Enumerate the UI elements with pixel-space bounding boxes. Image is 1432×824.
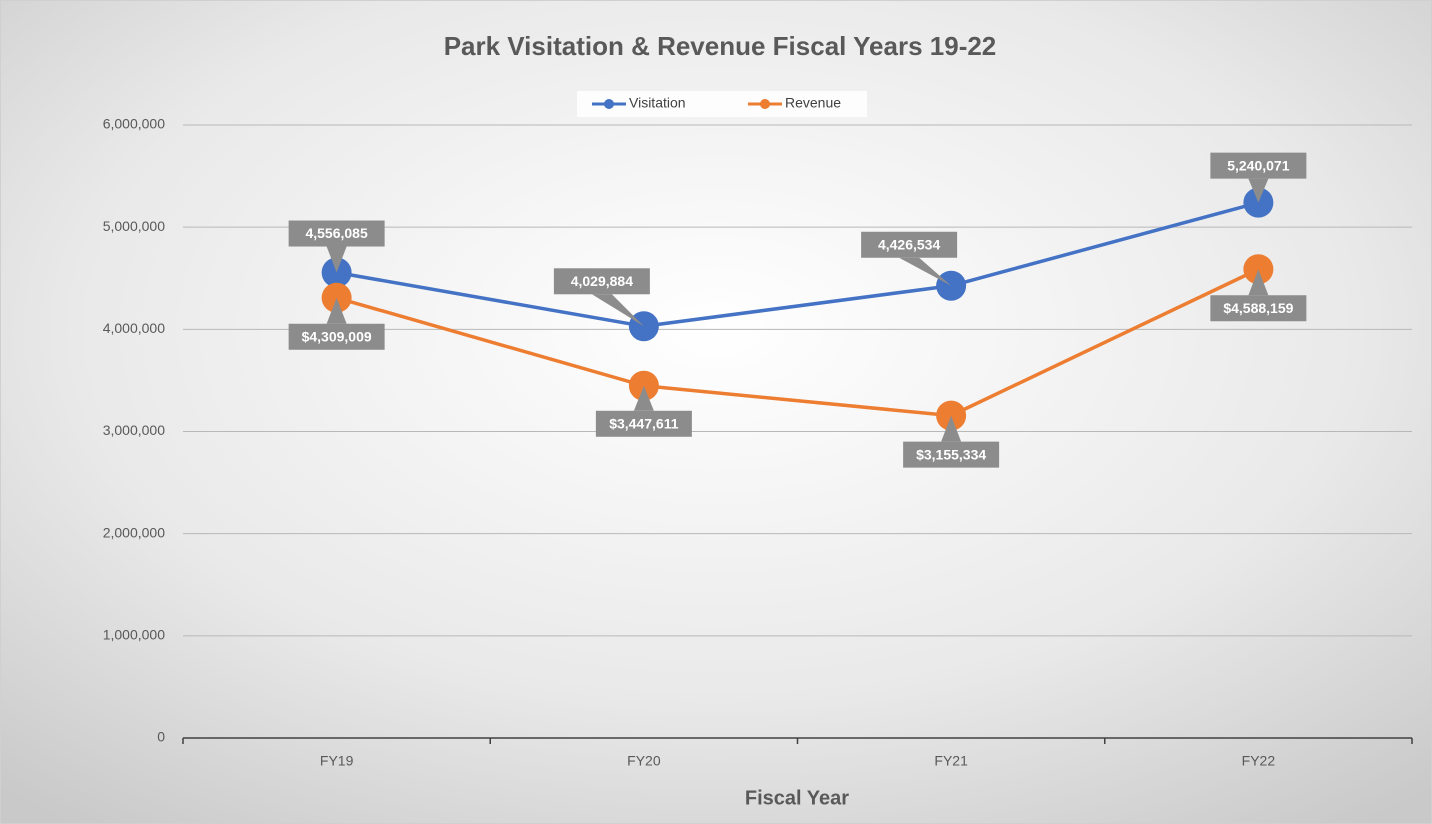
y-tick-label: 0 (157, 729, 165, 745)
label-pointer (633, 385, 654, 411)
label-box (553, 268, 650, 295)
x-tick-label: FY20 (627, 753, 661, 769)
label-pointer (899, 257, 952, 286)
y-tick-label: 6,000,000 (103, 116, 165, 132)
legend-label: Visitation (629, 95, 686, 111)
label-box (288, 220, 385, 247)
y-tick-label: 1,000,000 (103, 627, 165, 643)
x-tick-label: FY19 (320, 753, 354, 769)
data-label: $3,447,611 (609, 415, 679, 431)
chart-title: Park Visitation & Revenue Fiscal Years 1… (444, 31, 997, 61)
label-box (903, 441, 1000, 468)
data-label: 4,426,534 (878, 236, 940, 252)
y-tick-label: 2,000,000 (103, 524, 165, 540)
data-label: $4,309,009 (302, 328, 372, 344)
label-pointer (591, 294, 644, 327)
series-line (336, 200, 1259, 329)
y-tick-label: 3,000,000 (103, 422, 165, 438)
legend-marker (604, 99, 614, 109)
label-pointer (1248, 269, 1269, 296)
label-pointer (1248, 178, 1269, 203)
data-label: 4,029,884 (571, 273, 633, 289)
label-pointer (326, 246, 347, 273)
label-box (861, 231, 958, 258)
data-label: $4,588,159 (1223, 300, 1293, 316)
x-tick-label: FY21 (934, 753, 968, 769)
x-axis-title: Fiscal Year (745, 787, 849, 809)
label-box (288, 323, 385, 350)
label-box (1210, 152, 1307, 179)
y-tick-label: 5,000,000 (103, 218, 165, 234)
y-tick-label: 4,000,000 (103, 320, 165, 336)
data-label: 4,556,085 (305, 225, 367, 241)
label-box (595, 410, 692, 437)
data-label: $3,155,334 (916, 446, 986, 462)
legend-label: Revenue (785, 95, 841, 111)
legend-marker (760, 99, 770, 109)
series-line (336, 267, 1260, 418)
label-box (1210, 295, 1307, 322)
label-pointer (941, 415, 962, 442)
x-tick-label: FY22 (1242, 753, 1276, 769)
label-pointer (326, 297, 347, 324)
data-label: 5,240,071 (1227, 157, 1289, 173)
